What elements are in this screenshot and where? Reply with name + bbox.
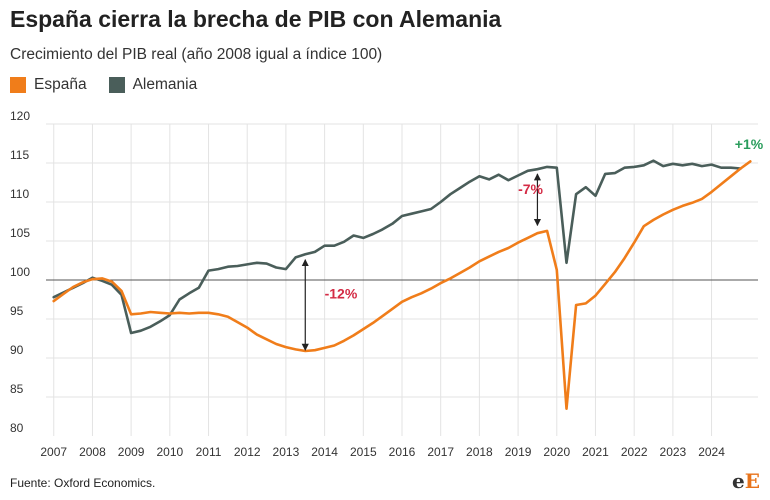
y-tick-label: 105 <box>10 226 30 240</box>
x-tick-label: 2021 <box>582 445 609 459</box>
x-tick-label: 2007 <box>40 445 67 459</box>
source-note: Fuente: Oxford Economics. <box>10 476 156 490</box>
x-tick-label: 2011 <box>196 445 222 459</box>
legend-item-alemania: Alemania <box>108 76 198 94</box>
y-tick-label: 115 <box>10 148 29 162</box>
legend-swatch-espana <box>10 77 26 93</box>
legend: España Alemania <box>10 76 219 94</box>
series-line-alemania <box>52 159 742 335</box>
logo-e2: E <box>744 469 760 493</box>
chart-subtitle: Crecimiento del PIB real (año 2008 igual… <box>10 46 383 63</box>
x-tick-label: 2010 <box>156 445 183 459</box>
y-tick-label: 100 <box>10 265 30 279</box>
annotation-label: -7% <box>518 181 543 197</box>
legend-label-espana: España <box>34 76 87 93</box>
x-tick-label: 2009 <box>118 445 145 459</box>
y-tick-label: 95 <box>10 304 24 318</box>
x-tick-label: 2020 <box>543 445 570 459</box>
line-chart: 80 85 90 95 100 105 110 115 120 2007 2008 2009 2010 2… <box>10 109 764 459</box>
x-tick-label: 2024 <box>698 445 725 459</box>
x-tick-label: 2019 <box>505 445 532 459</box>
series-line-espana <box>52 160 752 410</box>
x-tick-label: 2023 <box>660 445 687 459</box>
legend-item-espana: España <box>10 76 87 94</box>
y-tick-label: 120 <box>10 109 30 123</box>
publisher-logo: eE <box>732 469 760 493</box>
legend-label-alemania: Alemania <box>132 76 198 93</box>
chart-title: España cierra la brecha de PIB con Alema… <box>10 6 502 32</box>
x-tick-label: 2022 <box>621 445 648 459</box>
x-tick-label: 2012 <box>234 445 261 459</box>
annotation-label: +1% <box>735 136 764 152</box>
annotation-label: -12% <box>325 286 358 302</box>
x-tick-label: 2015 <box>350 445 377 459</box>
legend-swatch-alemania <box>108 77 125 93</box>
x-tick-label: 2018 <box>466 445 493 459</box>
y-tick-label: 80 <box>10 421 24 435</box>
y-tick-label: 110 <box>10 187 29 201</box>
x-tick-label: 2016 <box>389 445 416 459</box>
x-tick-label: 2017 <box>427 445 454 459</box>
x-tick-label: 2014 <box>311 445 338 459</box>
y-tick-label: 90 <box>10 343 24 357</box>
x-tick-label: 2008 <box>79 445 106 459</box>
logo-e1: e <box>732 469 745 493</box>
x-tick-label: 2013 <box>273 445 300 459</box>
y-tick-label: 85 <box>10 382 24 396</box>
